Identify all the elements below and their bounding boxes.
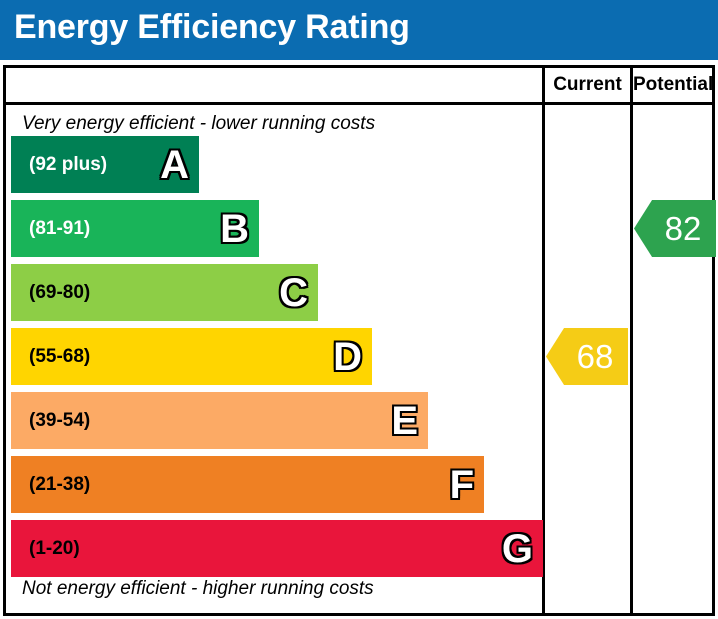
title-bar: Energy Efficiency Rating [0,0,718,60]
page-title: Energy Efficiency Rating [14,8,410,46]
column-divider-current [542,68,545,613]
band-letter-b: B [219,206,250,251]
column-header-current: Current [553,74,622,95]
band-range-f: (21-38) [29,473,91,495]
column-divider-potential [630,68,633,613]
band-bar-b: (81-91) B [11,200,259,257]
band-bar-g: (1-20) G [11,520,543,577]
band-range-g: (1-20) [29,537,80,559]
current-rating-value: 68 [576,338,614,375]
band-range-d: (55-68) [29,345,91,367]
band-bar-e: (39-54) E [11,392,428,449]
band-letter-f: F [448,462,475,507]
band-letter-d: D [332,334,363,379]
rating-table: Current Potential Very energy efficient … [3,65,716,616]
band-letter-e: E [390,398,419,443]
band-range-c: (69-80) [29,281,91,303]
band-bar-f: (21-38) F [11,456,484,513]
caption-not-efficient: Not energy efficient - higher running co… [22,578,374,599]
caption-efficient: Very energy efficient - lower running co… [22,113,376,134]
potential-rating-arrow: 82 [634,200,716,257]
band-letter-g: G [501,526,535,571]
band-letter-a: A [159,142,190,187]
band-range-b: (81-91) [29,217,91,239]
table-header-row [6,68,712,105]
band-range-e: (39-54) [29,409,91,431]
band-letter-c: C [278,270,309,315]
potential-rating-value: 82 [664,210,702,247]
column-header-potential: Potential [633,74,714,95]
band-range-a: (92 plus) [29,153,108,175]
band-bar-c: (69-80) C [11,264,318,321]
band-bar-d: (55-68) D [11,328,372,385]
current-rating-arrow: 68 [546,328,628,385]
band-bar-a: (92 plus) A [11,136,199,193]
